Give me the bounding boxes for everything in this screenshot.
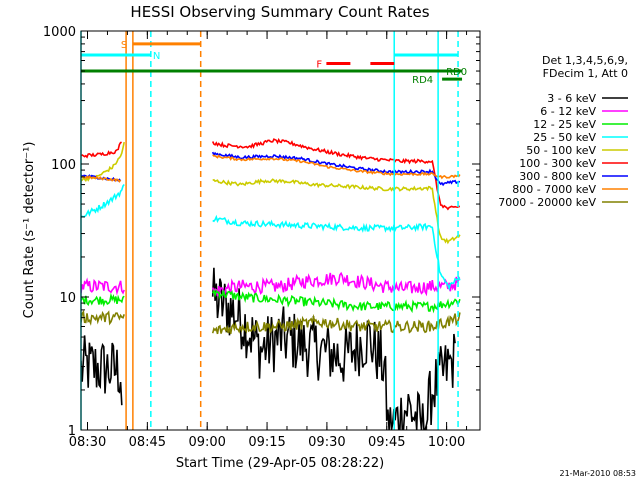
series-line-12-25-kev-b bbox=[211, 288, 461, 314]
x-tick-label: 09:45 bbox=[368, 435, 405, 450]
legend-entry-label: 25 - 50 keV bbox=[533, 131, 596, 144]
x-tick-label: 09:00 bbox=[188, 435, 225, 450]
series-line-3-6-kev-a bbox=[81, 335, 123, 406]
flag-label-rd4: RD4 bbox=[412, 75, 433, 86]
x-tick-label: 08:30 bbox=[69, 435, 106, 450]
legend: Det 1,3,4,5,6,9,FDecim 1, Att 0 3 - 6 keV… bbox=[498, 54, 628, 209]
series-line-25-50-kev-b bbox=[212, 214, 461, 291]
series-line-300-800-kev-b bbox=[211, 151, 461, 187]
x-tick-label: 09:15 bbox=[248, 435, 285, 450]
plot-area: S N F RD0 RD4 bbox=[80, 31, 467, 430]
x-tick-label: 09:30 bbox=[308, 435, 345, 450]
series-line-800-7000-kev-b bbox=[212, 154, 461, 180]
chart-title: HESSI Observing Summary Count Rates bbox=[130, 3, 429, 21]
x-tick-label: 08:45 bbox=[129, 435, 166, 450]
y-tick-label: 1000 bbox=[43, 25, 76, 40]
series-line-3-6-kev-b bbox=[211, 267, 456, 430]
series-line-6-12-kev-a bbox=[81, 277, 125, 296]
y-axis-label: Count Rate (s⁻¹ detector⁻¹) bbox=[22, 142, 37, 319]
y-tick-label: 100 bbox=[51, 158, 76, 173]
plot-frame bbox=[80, 30, 481, 431]
axes: 08:30 08:45 09:00 09:15 09:30 09:45 10:00 1 10 10… bbox=[43, 25, 481, 450]
legend-entry-label: 100 - 300 keV bbox=[519, 157, 596, 170]
series-line-12-25-kev-a bbox=[81, 292, 125, 307]
legend-entry-label: 800 - 7000 keV bbox=[512, 183, 596, 196]
legend-entry-label: 3 - 6 keV bbox=[547, 92, 596, 105]
legend-entry-label: 300 - 800 keV bbox=[519, 170, 596, 183]
series-line-50-100-kev-a bbox=[81, 141, 125, 182]
series-group bbox=[81, 137, 461, 430]
legend-entry-label: 6 - 12 keV bbox=[540, 105, 596, 118]
flag-label-rd0: RD0 bbox=[446, 67, 467, 78]
series-line-800-7000-kev-a bbox=[81, 175, 122, 183]
plot-timestamp: 21-Mar-2010 08:53 bbox=[560, 469, 637, 478]
series-line-100-300-kev-a bbox=[81, 141, 122, 159]
series-line-50-100-kev-b bbox=[212, 178, 461, 245]
flag-label-f: F bbox=[316, 59, 322, 70]
series-line-25-50-kev-a bbox=[81, 184, 125, 218]
x-tick-label: 10:00 bbox=[428, 435, 465, 450]
legend-entry-label: 50 - 100 keV bbox=[526, 144, 596, 157]
legend-header-line: FDecim 1, Att 0 bbox=[543, 67, 628, 80]
series-line-7000-20000-kev-a bbox=[81, 309, 125, 326]
series-line-6-12-kev-b bbox=[211, 271, 461, 298]
flag-label-s: S bbox=[121, 40, 127, 51]
legend-entry-label: 7000 - 20000 keV bbox=[498, 196, 596, 209]
series-line-7000-20000-kev-b bbox=[211, 312, 461, 335]
series-line-100-300-kev-b bbox=[211, 137, 460, 211]
flag-label-n: N bbox=[153, 51, 160, 62]
x-axis-label: Start Time (29-Apr-05 08:28:22) bbox=[176, 456, 384, 471]
y-tick-label: 10 bbox=[59, 291, 76, 306]
y-tick-label: 1 bbox=[68, 424, 76, 439]
legend-header-line: Det 1,3,4,5,6,9, bbox=[542, 54, 628, 67]
legend-entry-label: 12 - 25 keV bbox=[533, 118, 596, 131]
